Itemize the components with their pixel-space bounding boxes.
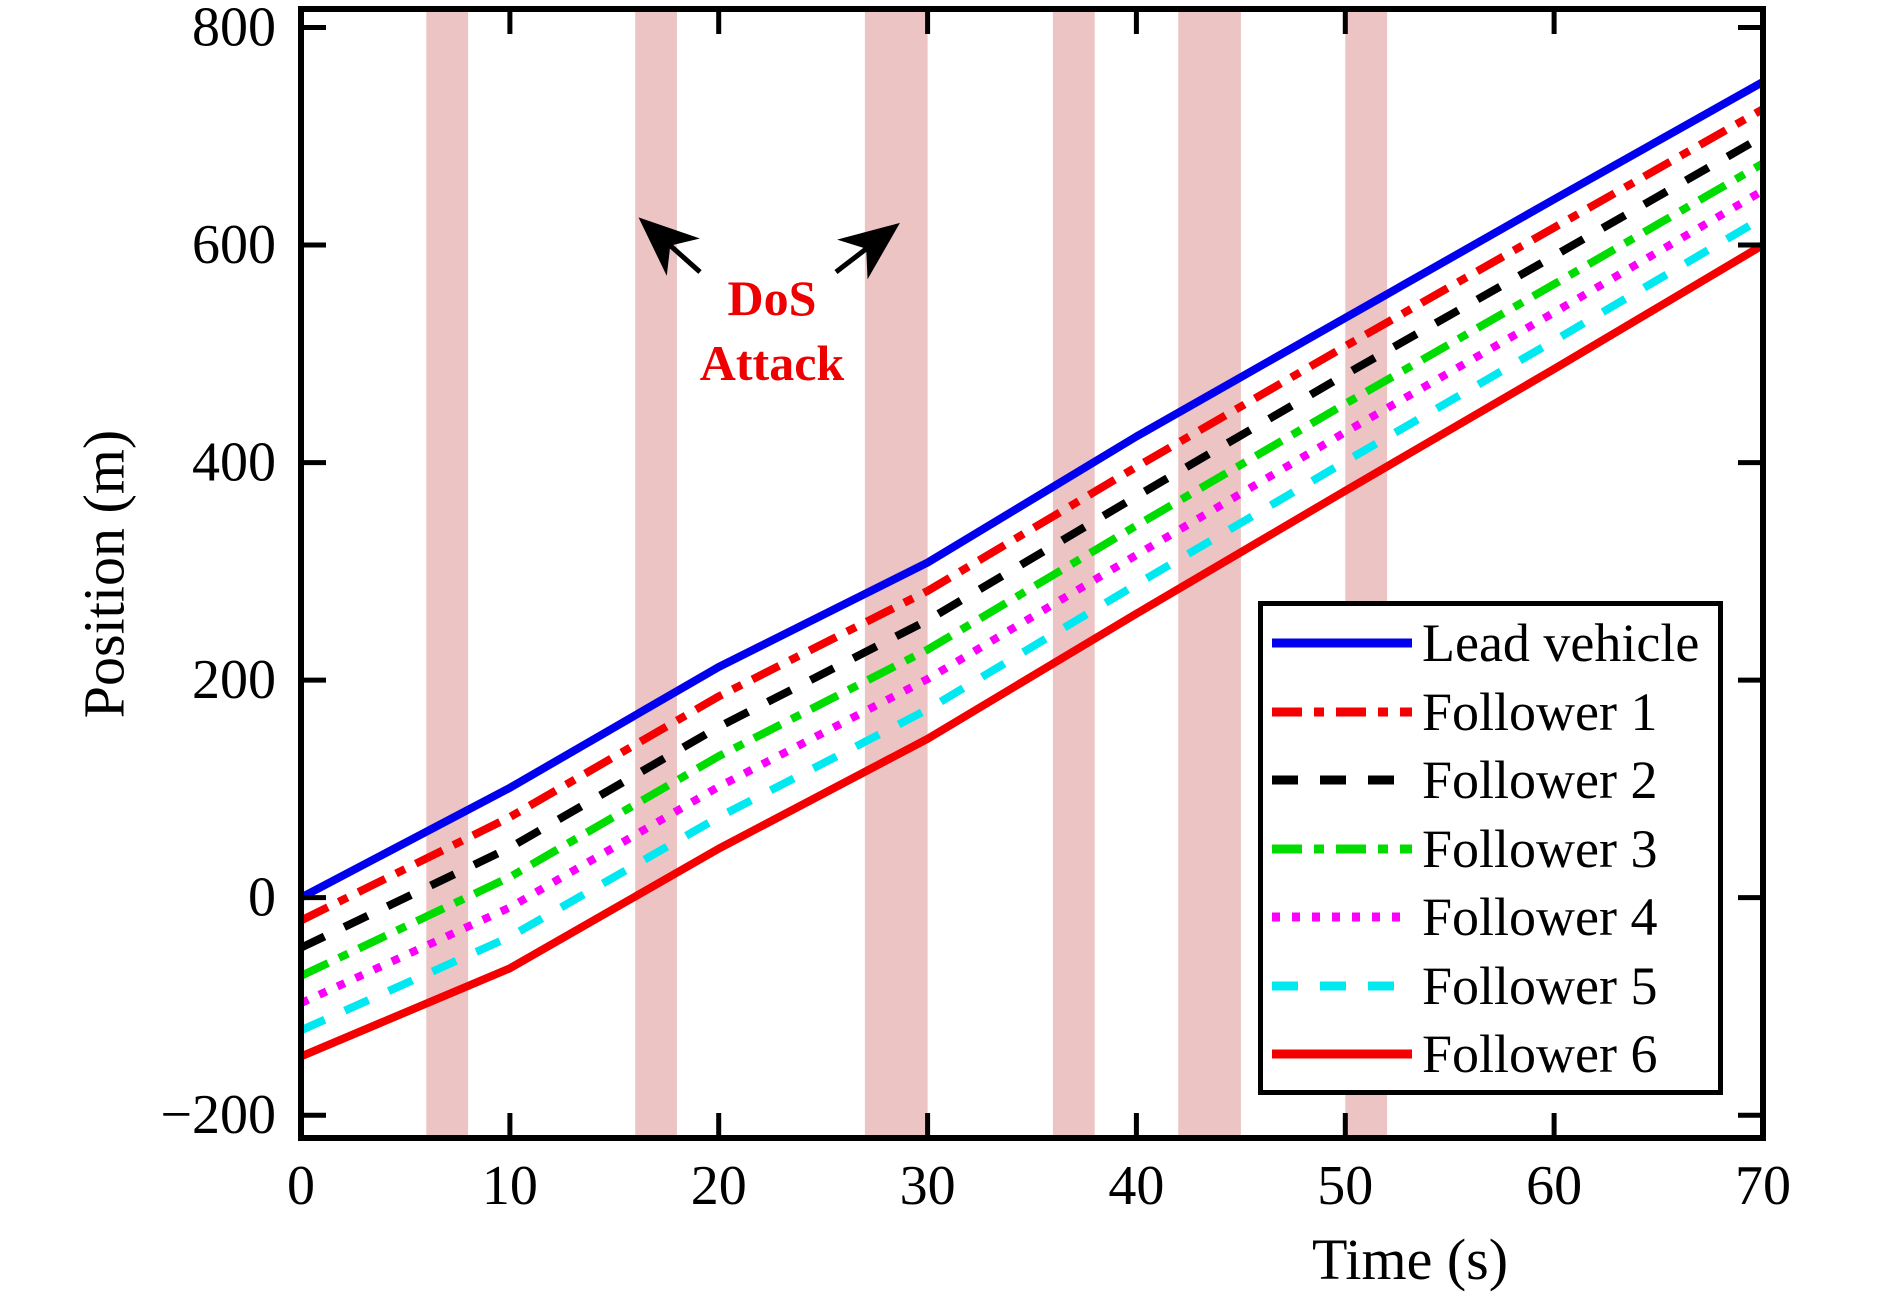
legend-item-follower-3: Follower 3 xyxy=(1263,819,1713,879)
legend-label: Follower 5 xyxy=(1422,955,1658,1016)
legend-swatch-follower-3 xyxy=(1272,844,1412,854)
y-tick-label: −200 xyxy=(160,1084,276,1146)
x-tick-label: 50 xyxy=(1317,1155,1373,1217)
legend-label: Follower 3 xyxy=(1422,818,1658,879)
legend-swatch-lead-vehicle xyxy=(1272,638,1412,648)
dos-attack-band xyxy=(864,12,928,1135)
legend-label: Lead vehicle xyxy=(1422,613,1700,673)
legend-swatch-follower-4 xyxy=(1272,912,1412,922)
series-line-follower-4 xyxy=(299,187,1766,1007)
legend-label: Follower 6 xyxy=(1422,1024,1658,1085)
dos-attack-annotation: DoS Attack xyxy=(641,266,903,396)
legend-label: Follower 4 xyxy=(1422,887,1658,948)
legend-item-follower-2: Follower 2 xyxy=(1263,750,1713,810)
x-tick-label: 40 xyxy=(1108,1155,1164,1217)
series-line-lead-vehicle xyxy=(299,78,1765,902)
legend-swatch-follower-1 xyxy=(1272,707,1412,717)
dos-attack-line2: Attack xyxy=(699,335,845,391)
series-line-follower-3 xyxy=(299,159,1766,980)
x-tick-label: 70 xyxy=(1735,1155,1791,1217)
dos-attack-band xyxy=(426,12,469,1135)
dos-arrow-left xyxy=(638,217,702,276)
legend-item-lead-vehicle: Lead vehicle xyxy=(1263,613,1713,673)
legend-swatch-follower-6 xyxy=(1272,1049,1412,1059)
legend-label: Follower 2 xyxy=(1422,750,1658,811)
dos-arrow-right xyxy=(834,222,900,280)
series-line-follower-2 xyxy=(299,132,1765,952)
series-line-follower-5 xyxy=(299,214,1766,1034)
series-line-follower-1 xyxy=(299,105,1765,925)
legend-item-follower-6: Follower 6 xyxy=(1263,1024,1713,1084)
series-line-follower-6 xyxy=(299,241,1766,1061)
legend-item-follower-1: Follower 1 xyxy=(1263,682,1713,742)
legend-item-follower-4: Follower 4 xyxy=(1263,887,1713,947)
x-tick-label: 30 xyxy=(900,1155,956,1217)
x-tick-label: 20 xyxy=(691,1155,747,1217)
y-axis-title: Position (m) xyxy=(71,429,137,719)
dos-attack-line1: DoS xyxy=(727,270,817,326)
y-tick-label: 200 xyxy=(192,649,276,711)
y-tick-label: 400 xyxy=(192,432,276,494)
x-axis-title: Time (s) xyxy=(1311,1227,1509,1292)
plot-border xyxy=(298,6,1766,1141)
x-tick-label: 60 xyxy=(1526,1155,1582,1217)
x-tick-label: 10 xyxy=(482,1155,538,1217)
legend-swatch-follower-5 xyxy=(1272,981,1412,991)
legend-item-follower-5: Follower 5 xyxy=(1263,956,1713,1016)
legend-label: Follower 1 xyxy=(1422,681,1658,742)
x-tick-label: 0 xyxy=(287,1155,315,1217)
legend: Lead vehicle Follower 1 Follower 2 Follower… xyxy=(1258,601,1723,1095)
y-tick-label: 600 xyxy=(192,214,276,276)
legend-swatch-follower-2 xyxy=(1272,775,1412,785)
y-tick-label: 800 xyxy=(192,0,276,59)
y-tick-label: 0 xyxy=(248,867,276,929)
dos-attack-band xyxy=(635,12,677,1135)
